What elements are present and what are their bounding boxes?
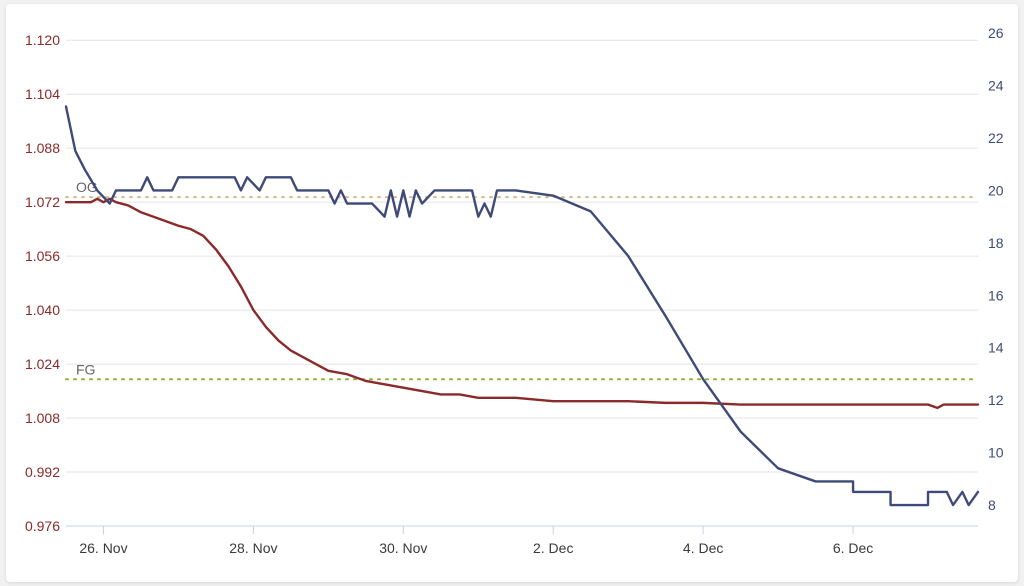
y-left-tick-label: 1.056 <box>25 248 60 264</box>
grid <box>66 39 978 534</box>
y-left-tick-label: 1.104 <box>25 86 60 102</box>
series-layer <box>64 105 980 507</box>
series-line-temperature <box>64 105 980 507</box>
x-tick-label: 28. Nov <box>229 540 277 556</box>
y-left-tick-label: 0.992 <box>25 464 60 480</box>
chart-card <box>6 4 1018 582</box>
y-left-tick-label: 1.040 <box>25 302 60 318</box>
x-tick-label: 30. Nov <box>379 540 427 556</box>
y-right-tick-label: 10 <box>988 445 1004 461</box>
y-right-tick-label: 20 <box>988 182 1004 198</box>
y-right-tick-label: 22 <box>988 130 1004 146</box>
y-left-tick-label: 1.024 <box>25 356 60 372</box>
y-right-tick-label: 18 <box>988 235 1004 251</box>
y-right-tick-label: 16 <box>988 287 1004 303</box>
y-left-tick-label: 1.120 <box>25 32 60 48</box>
tick-labels: 0.976 0.992 1.008 1.024 1.040 1.056 1.072 1.088… <box>25 25 1004 556</box>
x-tick-label: 26. Nov <box>79 540 127 556</box>
y-right-tick-label: 8 <box>988 497 996 513</box>
x-tick-label: 6. Dec <box>833 540 873 556</box>
y-left-tick-label: 1.072 <box>25 194 60 210</box>
y-right-tick-label: 26 <box>988 25 1004 41</box>
y-right-tick-label: 24 <box>988 78 1004 94</box>
y-left-tick-label: 1.088 <box>25 140 60 156</box>
y-left-tick-label: 1.008 <box>25 410 60 426</box>
series-line-gravity <box>64 197 980 410</box>
x-tick-label: 4. Dec <box>683 540 723 556</box>
x-tick-label: 2. Dec <box>533 540 573 556</box>
y-right-tick-label: 14 <box>988 340 1004 356</box>
annotation-label-fg: FG <box>76 361 95 377</box>
y-right-tick-label: 12 <box>988 392 1004 408</box>
y-left-tick-label: 0.976 <box>25 518 60 534</box>
